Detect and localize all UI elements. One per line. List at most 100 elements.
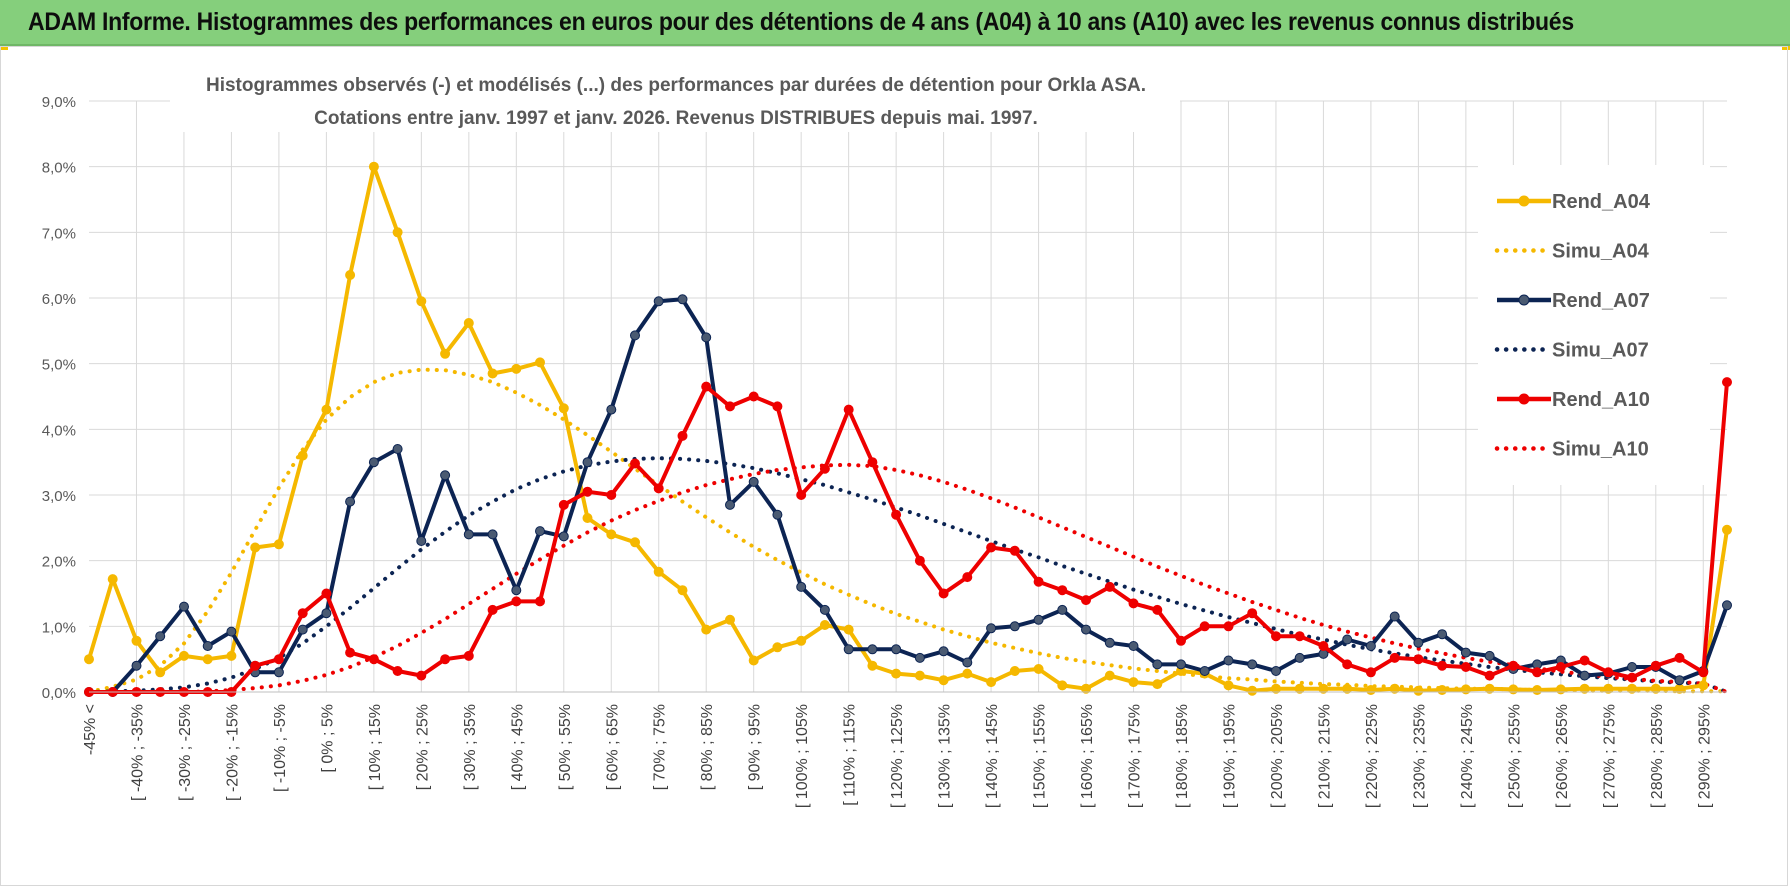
data-point bbox=[1318, 641, 1329, 651]
data-point bbox=[1437, 660, 1448, 671]
data-point bbox=[392, 227, 403, 238]
x-tick-label: [ 140% ; 145% bbox=[984, 704, 1001, 808]
y-axis: 0,0% 1,0% 2,0% 3,0% 4,0% 5,0% 6,0% 7,0% 8,0% 9,0% bbox=[42, 94, 76, 702]
data-point bbox=[701, 332, 712, 343]
x-tick-label: [ 100% ; 105% bbox=[794, 704, 811, 808]
data-point bbox=[202, 641, 213, 651]
data-point bbox=[1579, 655, 1590, 666]
data-point bbox=[701, 381, 712, 392]
data-point bbox=[819, 620, 830, 630]
data-point bbox=[938, 646, 949, 657]
data-point bbox=[535, 596, 545, 607]
data-point bbox=[630, 458, 640, 469]
data-point bbox=[701, 624, 712, 635]
data-point bbox=[1009, 666, 1020, 676]
data-point bbox=[463, 529, 474, 540]
data-point bbox=[653, 296, 664, 307]
data-point bbox=[440, 470, 451, 481]
data-point bbox=[1199, 666, 1210, 676]
data-point bbox=[1698, 680, 1709, 691]
series-layer bbox=[84, 161, 1732, 697]
title-background bbox=[170, 62, 1180, 132]
data-point bbox=[1579, 670, 1590, 681]
data-point bbox=[1247, 685, 1258, 696]
corner-marker-left bbox=[0, 46, 8, 50]
legend-label: Simu_A10 bbox=[1552, 439, 1649, 461]
data-point bbox=[1152, 679, 1163, 690]
data-point bbox=[440, 654, 451, 665]
data-point bbox=[1271, 666, 1281, 676]
x-tick-label: [ 260% ; 265% bbox=[1554, 704, 1571, 808]
data-point bbox=[986, 677, 997, 688]
chart-frame bbox=[0, 46, 1788, 886]
legend-item: Rend_A10 bbox=[1497, 389, 1650, 411]
legend-label: Rend_A04 bbox=[1552, 191, 1651, 213]
data-point bbox=[1437, 685, 1448, 695]
y-tick-label: 9,0% bbox=[42, 94, 76, 111]
x-tick-label: [ 70% ; 75% bbox=[652, 704, 669, 790]
legend-item: Rend_A04 bbox=[1497, 191, 1651, 213]
series-line bbox=[87, 456, 1729, 694]
data-point bbox=[368, 161, 379, 172]
data-point bbox=[1081, 624, 1091, 635]
data-point bbox=[321, 608, 332, 619]
data-point bbox=[1389, 652, 1400, 663]
data-point bbox=[1152, 604, 1163, 615]
y-tick-label: 2,0% bbox=[42, 554, 76, 571]
data-point bbox=[1555, 684, 1566, 695]
data-point bbox=[1603, 683, 1614, 694]
data-point bbox=[1342, 683, 1353, 694]
x-tick-label: [ 60% ; 65% bbox=[604, 704, 621, 790]
data-point bbox=[1128, 677, 1139, 688]
data-point bbox=[202, 654, 213, 665]
data-point bbox=[297, 608, 308, 619]
data-point bbox=[1413, 637, 1424, 648]
series-line bbox=[87, 164, 1729, 693]
data-point bbox=[914, 670, 925, 681]
data-point bbox=[535, 357, 545, 368]
series-Simu_A04 bbox=[87, 367, 1729, 694]
data-point bbox=[1437, 629, 1448, 640]
data-point bbox=[1389, 683, 1400, 694]
chart-title-line2: Cotations entre janv. 1997 et janv. 2026… bbox=[314, 108, 1038, 129]
data-point bbox=[1627, 683, 1637, 694]
data-point bbox=[273, 654, 284, 665]
data-point bbox=[582, 457, 593, 468]
data-point bbox=[511, 585, 522, 596]
data-point bbox=[1223, 621, 1234, 632]
data-point bbox=[606, 490, 617, 500]
series-line bbox=[87, 462, 1729, 694]
data-point bbox=[1081, 595, 1091, 606]
x-tick-label: [ 10% ; 15% bbox=[367, 704, 384, 790]
data-point bbox=[677, 294, 688, 305]
data-point bbox=[1365, 641, 1376, 651]
x-tick-label: [ -20% ; -15% bbox=[224, 704, 241, 801]
x-tick-label: [ 150% ; 155% bbox=[1032, 704, 1049, 808]
data-point bbox=[179, 601, 189, 612]
data-point bbox=[345, 647, 356, 658]
data-point bbox=[843, 404, 854, 415]
data-point bbox=[1555, 662, 1566, 672]
series-Simu_A07 bbox=[87, 456, 1729, 694]
y-tick-label: 7,0% bbox=[42, 225, 76, 242]
data-point bbox=[1674, 675, 1685, 686]
x-tick-label: [ 180% ; 185% bbox=[1174, 704, 1191, 808]
data-point bbox=[1104, 581, 1115, 592]
x-tick-label: -45% < bbox=[82, 704, 99, 755]
data-point bbox=[131, 635, 142, 646]
x-tick-label: [ 220% ; 225% bbox=[1364, 704, 1381, 808]
data-point bbox=[1650, 660, 1661, 671]
y-tick-label: 3,0% bbox=[42, 488, 76, 505]
data-point bbox=[630, 537, 640, 548]
data-point bbox=[1176, 635, 1186, 646]
data-point bbox=[914, 652, 925, 663]
data-point bbox=[867, 457, 878, 468]
x-tick-label: [ 230% ; 235% bbox=[1411, 704, 1428, 808]
data-point bbox=[558, 531, 569, 542]
data-point bbox=[748, 391, 759, 402]
data-point bbox=[1247, 608, 1258, 619]
data-point bbox=[1603, 667, 1614, 678]
series-line bbox=[89, 381, 1729, 694]
data-point bbox=[1104, 637, 1115, 648]
